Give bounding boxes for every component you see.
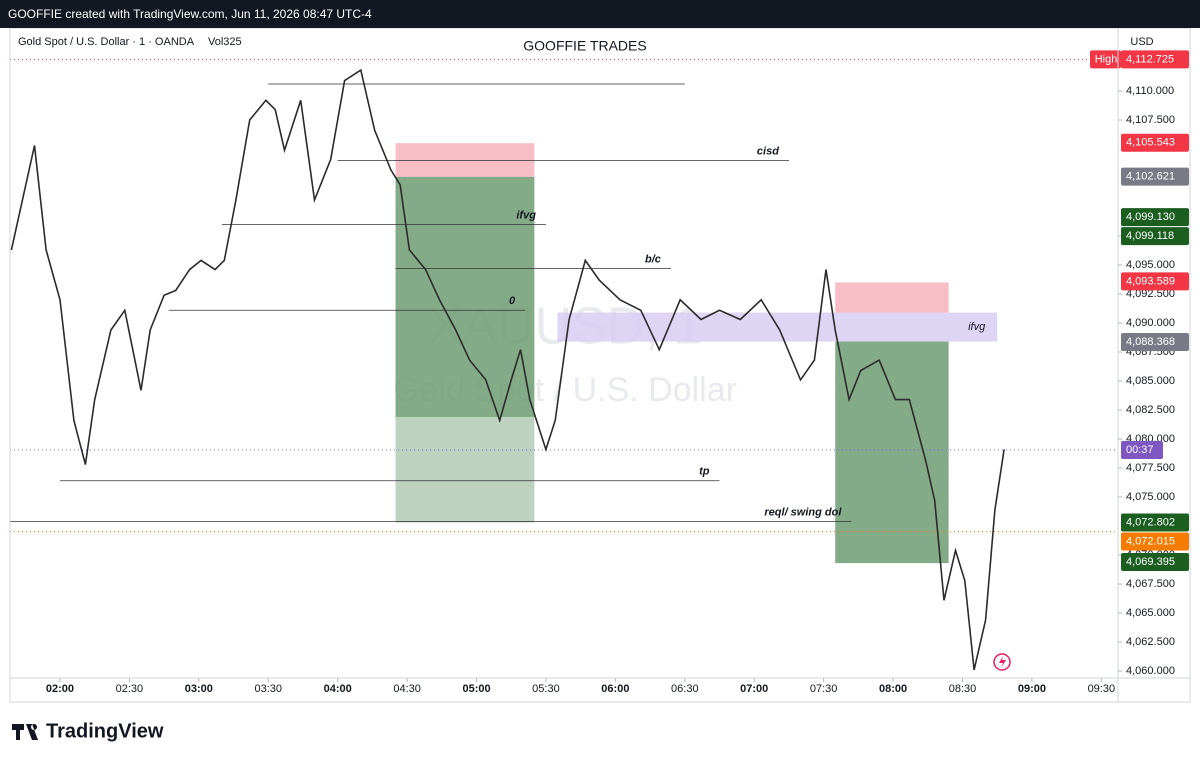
price-tag-label: 4,072.015 [1126, 535, 1175, 547]
y-tick-label: 4,075.000 [1126, 491, 1175, 503]
y-tick-label: 4,082.500 [1126, 404, 1175, 416]
price-tag [1121, 272, 1189, 291]
x-tick-label: 07:30 [810, 683, 838, 695]
price-tag [1121, 532, 1189, 551]
countdown-box [1121, 441, 1163, 460]
volume: Vol325 [208, 36, 242, 48]
y-tick-label: 4,065.000 [1126, 607, 1175, 619]
y-tick-label: 4,092.500 [1126, 288, 1175, 300]
brand: TradingView [46, 720, 164, 742]
x-tick-label: 08:00 [879, 683, 907, 695]
zone [835, 341, 949, 564]
level-label: reql/ swing dol [764, 506, 842, 518]
symbol: Gold Spot / U.S. Dollar · 1 · OANDA [18, 36, 195, 48]
price-line [10, 68, 1005, 671]
price-tag-label: 4,093.589 [1126, 275, 1175, 287]
zone-label: ifvg [968, 321, 986, 333]
flash-icon [999, 656, 1006, 668]
y-tick-label: 4,110.000 [1126, 85, 1174, 97]
x-tick-label: 08:30 [949, 683, 977, 695]
y-tick-label: 4,095.000 [1126, 259, 1175, 271]
price-tag-prefix-label: High [1095, 53, 1118, 65]
zone [395, 143, 535, 177]
x-tick-label: 05:30 [532, 683, 560, 695]
price-tag-prefix [1090, 50, 1121, 69]
countdown: 00:37 [1126, 444, 1154, 456]
x-tick-label: 03:00 [185, 683, 213, 695]
price-tag [1121, 50, 1189, 69]
x-tick-label: 09:30 [1088, 683, 1116, 695]
price-tag-label: 4,069.395 [1126, 556, 1175, 568]
x-tick-label: 02:30 [116, 683, 144, 695]
price-tag-label: 4,112.725 [1126, 53, 1174, 65]
currency: USD [1130, 36, 1153, 48]
x-tick-label: 09:00 [1018, 683, 1046, 695]
logo [12, 724, 38, 740]
price-tag-label: 4,099.130 [1126, 211, 1175, 223]
y-tick-label: 4,077.500 [1126, 462, 1175, 474]
background [0, 28, 1200, 760]
y-tick-label: 4,062.500 [1126, 636, 1175, 648]
price-tag-label: 4,102.621 [1126, 171, 1175, 183]
x-tick-label: 07:00 [740, 683, 768, 695]
header: GOOFFIE created with TradingView.com, Ju… [0, 0, 1200, 28]
x-tick-label: 06:00 [601, 683, 629, 695]
x-tick-label: 03:30 [254, 683, 282, 695]
zone [395, 416, 535, 523]
price-tag-label: 4,072.802 [1126, 516, 1175, 528]
x-tick-label: 06:30 [671, 683, 699, 695]
y-tick-label: 4,107.500 [1126, 114, 1175, 126]
flash-icon[interactable] [993, 653, 1011, 671]
y-tick-label: 4,060.000 [1126, 665, 1175, 677]
x-tick-label: 05:00 [462, 683, 490, 695]
y-tick-label: 4,085.000 [1126, 375, 1175, 387]
x-tick-label: 02:00 [46, 683, 74, 695]
price-tag-label: 4,088.368 [1126, 336, 1175, 348]
price-tag [1121, 167, 1189, 186]
level-label: tp [699, 466, 710, 478]
zone [835, 282, 949, 313]
price-tag [1121, 513, 1189, 532]
chart: USD Gold Spot / U.S. Dollar · 1 · OANDA … [0, 28, 1200, 760]
price-tag [1121, 332, 1189, 351]
frame [9, 28, 1191, 703]
price-tag-label: 4,105.543 [1126, 137, 1175, 149]
x-tick-label: 04:00 [324, 683, 352, 695]
level-label: ifvg [516, 209, 536, 221]
zone [395, 176, 535, 417]
level-label: b/c [645, 253, 661, 265]
level-label: cisd [757, 146, 779, 158]
price-tag [1121, 553, 1189, 572]
price-tag-label: 4,099.118 [1126, 230, 1174, 242]
y-tick-label: 4,090.000 [1126, 317, 1175, 329]
level-label: 0 [509, 295, 516, 307]
x-tick-label: 04:30 [393, 683, 421, 695]
price-tag [1121, 208, 1189, 227]
price-tag [1121, 133, 1189, 152]
y-tick-label: 4,067.500 [1126, 578, 1175, 590]
chart-title: GOOFFIE TRADES [523, 38, 646, 54]
price-tag [1121, 227, 1189, 246]
